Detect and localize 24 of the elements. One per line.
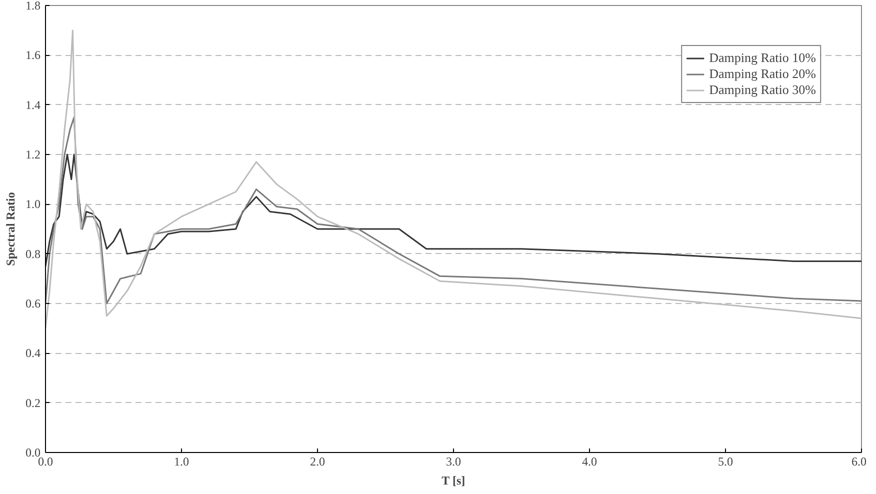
y-tick-label: 1.8 — [26, 0, 40, 12]
x-tick-label: 6.0 — [852, 454, 866, 468]
line-series — [46, 116, 862, 304]
legend-label: Damping Ratio 30% — [709, 82, 816, 98]
y-axis-title: Spectral Ratio — [4, 192, 18, 266]
x-tick-label: 3.0 — [446, 454, 461, 468]
y-tick-label: 1.4 — [26, 98, 40, 112]
x-tick-label: 1.0 — [174, 454, 189, 468]
x-tick-label: 0.0 — [38, 454, 53, 468]
y-tick-label: 0.2 — [26, 396, 40, 410]
y-tick-label: 1.0 — [26, 197, 40, 212]
y-tick-label: 1.2 — [26, 148, 40, 162]
x-tick-label: 5.0 — [718, 454, 733, 468]
y-tick-label: 1.6 — [26, 48, 40, 62]
y-tick-label: 0.6 — [26, 296, 40, 310]
y-tick-label: 0.8 — [26, 246, 40, 261]
y-tick-label: 0.0 — [26, 446, 40, 460]
line-series — [46, 154, 862, 267]
x-tick-label: 2.0 — [310, 454, 325, 468]
legend-label: Damping Ratio 10% — [709, 50, 816, 66]
x-axis-title: T [s] — [442, 474, 466, 488]
x-tick-label: 4.0 — [582, 454, 597, 468]
y-tick-label: 0.4 — [26, 346, 40, 360]
legend-label: Damping Ratio 20% — [709, 66, 816, 82]
